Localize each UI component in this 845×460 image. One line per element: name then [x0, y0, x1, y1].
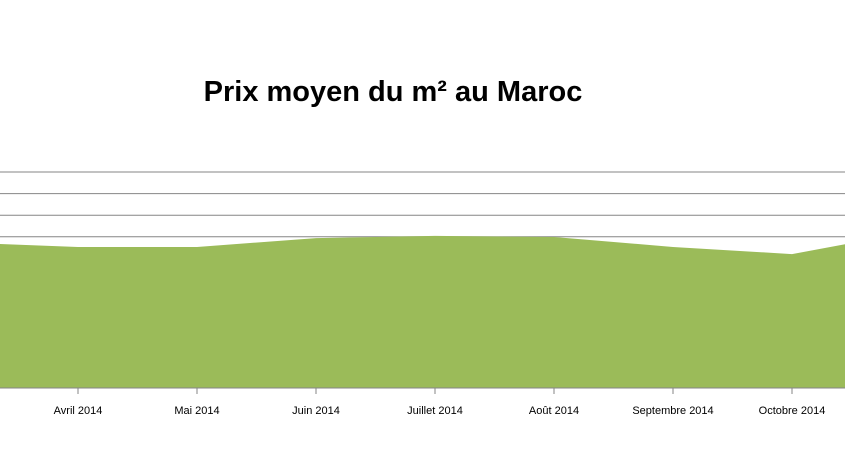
plot — [0, 235, 845, 388]
area — [0, 235, 845, 388]
x-tick-label: Avril 2014 — [54, 405, 103, 417]
x-axis: Avril 2014 Mai 2014 Juin 2014 Juillet 2014 A… — [0, 387, 845, 417]
chart-title: Prix moyen du m² au Maroc — [204, 76, 583, 108]
x-tick-label: Juin 2014 — [292, 405, 340, 417]
x-tick-label: Août 2014 — [529, 405, 579, 417]
x-tick-label: Octobre 2014 — [759, 405, 826, 417]
x-tick-label: Juillet 2014 — [407, 405, 463, 417]
x-tick-label: Septembre 2014 — [632, 405, 713, 417]
x-tick-label: Mai 2014 — [174, 405, 219, 417]
